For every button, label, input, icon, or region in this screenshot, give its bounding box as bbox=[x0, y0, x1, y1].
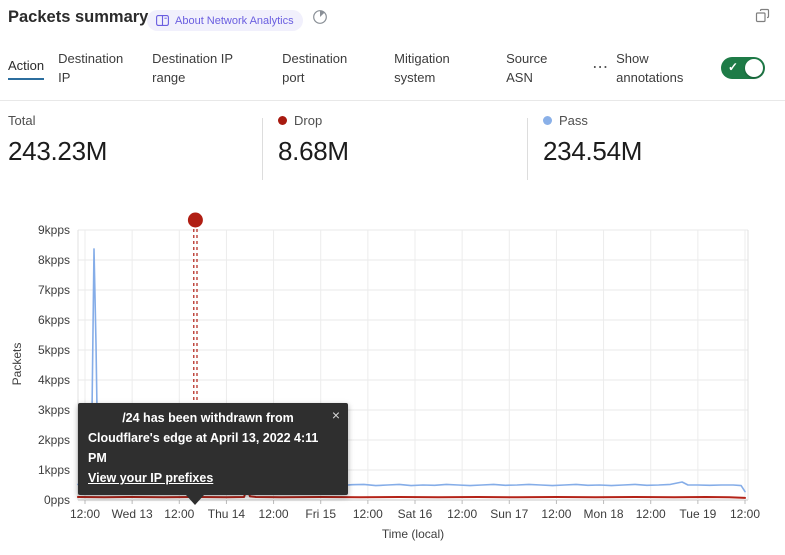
tooltip-line1: /24 has been withdrawn from bbox=[122, 411, 294, 425]
x-tick-label: 12:00 bbox=[70, 507, 100, 521]
y-tick-label: 4kpps bbox=[38, 373, 70, 387]
stat-divider bbox=[527, 118, 528, 180]
stat-divider bbox=[262, 118, 263, 180]
about-network-analytics-badge[interactable]: About Network Analytics bbox=[147, 10, 303, 31]
stat-drop-label: Drop bbox=[294, 112, 323, 128]
y-tick-label: 9kpps bbox=[38, 223, 70, 237]
header-divider bbox=[0, 100, 785, 101]
x-tick-label: 12:00 bbox=[636, 507, 666, 521]
y-tick-label: 1kpps bbox=[38, 463, 70, 477]
x-tick-label: 12:00 bbox=[730, 507, 760, 521]
y-tick-label: 0pps bbox=[44, 493, 70, 507]
x-tick-label: Fri 15 bbox=[305, 507, 336, 521]
tab-destination-ip[interactable]: Destination IP bbox=[58, 50, 124, 86]
x-tick-label: 12:00 bbox=[447, 507, 477, 521]
show-annotations-label: Show annotations bbox=[616, 50, 684, 86]
annotation-tooltip: × /24 has been withdrawn from Cloudflare… bbox=[78, 403, 348, 505]
about-badge-label: About Network Analytics bbox=[175, 14, 294, 27]
drop-legend-dot bbox=[278, 115, 287, 125]
y-tick-label: 5kpps bbox=[38, 343, 70, 357]
stat-total-label: Total bbox=[8, 112, 36, 128]
page-title: Packets summary bbox=[8, 8, 149, 26]
stat-total-value: 243.23M bbox=[8, 136, 108, 166]
toggle-knob bbox=[745, 59, 763, 77]
y-tick-label: 3kpps bbox=[38, 403, 70, 417]
x-tick-label: 12:00 bbox=[541, 507, 571, 521]
stat-drop: Drop 8.68M bbox=[278, 112, 349, 167]
close-icon[interactable]: × bbox=[331, 407, 340, 423]
stat-drop-value: 8.68M bbox=[278, 136, 349, 166]
tooltip-line2: Cloudflare's edge at April 13, 2022 4:11… bbox=[88, 431, 319, 465]
y-tick-label: 2kpps bbox=[38, 433, 70, 447]
expand-popout-icon[interactable] bbox=[755, 8, 770, 28]
x-tick-label: Mon 18 bbox=[584, 507, 624, 521]
time-range-pie-icon[interactable] bbox=[312, 9, 328, 30]
tooltip-pointer bbox=[186, 495, 204, 505]
tab-source-asn[interactable]: Source ASN bbox=[506, 50, 548, 86]
book-icon bbox=[156, 15, 169, 26]
check-icon: ✓ bbox=[728, 60, 739, 74]
y-axis-title: Packets bbox=[10, 342, 24, 386]
y-tick-label: 6kpps bbox=[38, 313, 70, 327]
packets-time-series-chart: 0pps 1kpps 2kpps 3kpps 4kpps 5kpps 6kpps 7kpps 8… bbox=[0, 200, 785, 555]
stat-pass-value: 234.54M bbox=[543, 136, 643, 166]
view-ip-prefixes-link[interactable]: View your IP prefixes bbox=[88, 471, 214, 485]
x-tick-label: Wed 13 bbox=[112, 507, 153, 521]
stat-pass-label: Pass bbox=[559, 112, 588, 128]
x-tick-label: 12:00 bbox=[164, 507, 194, 521]
tab-action[interactable]: Action bbox=[8, 56, 45, 81]
filter-tabs: Action Destination IP Destination IP ran… bbox=[8, 42, 777, 94]
tab-destination-ip-range[interactable]: Destination IP range bbox=[152, 50, 233, 86]
pass-legend-dot bbox=[543, 115, 552, 125]
x-tick-label: Tue 19 bbox=[679, 507, 716, 521]
annotation-marker[interactable] bbox=[187, 212, 203, 228]
stat-total: Total 243.23M bbox=[8, 112, 107, 167]
x-tick-label: Sat 16 bbox=[398, 507, 433, 521]
stat-pass: Pass 234.54M bbox=[543, 112, 642, 167]
tab-destination-port[interactable]: Destination port bbox=[282, 50, 348, 86]
chart-canvas[interactable]: 0pps 1kpps 2kpps 3kpps 4kpps 5kpps 6kpps 7kpps 8… bbox=[0, 200, 785, 552]
y-tick-label: 7kpps bbox=[38, 283, 70, 297]
x-tick-label: 12:00 bbox=[259, 507, 289, 521]
y-tick-label: 8kpps bbox=[38, 253, 70, 267]
tab-mitigation-system[interactable]: Mitigation system bbox=[394, 50, 450, 86]
x-axis-title: Time (local) bbox=[381, 527, 445, 541]
more-tabs-icon[interactable]: ⋯ bbox=[592, 59, 609, 76]
show-annotations-toggle[interactable]: ✓ bbox=[721, 57, 765, 79]
x-tick-label: Sun 17 bbox=[490, 507, 528, 521]
x-tick-label: Thu 14 bbox=[208, 507, 246, 521]
x-tick-label: 12:00 bbox=[353, 507, 383, 521]
